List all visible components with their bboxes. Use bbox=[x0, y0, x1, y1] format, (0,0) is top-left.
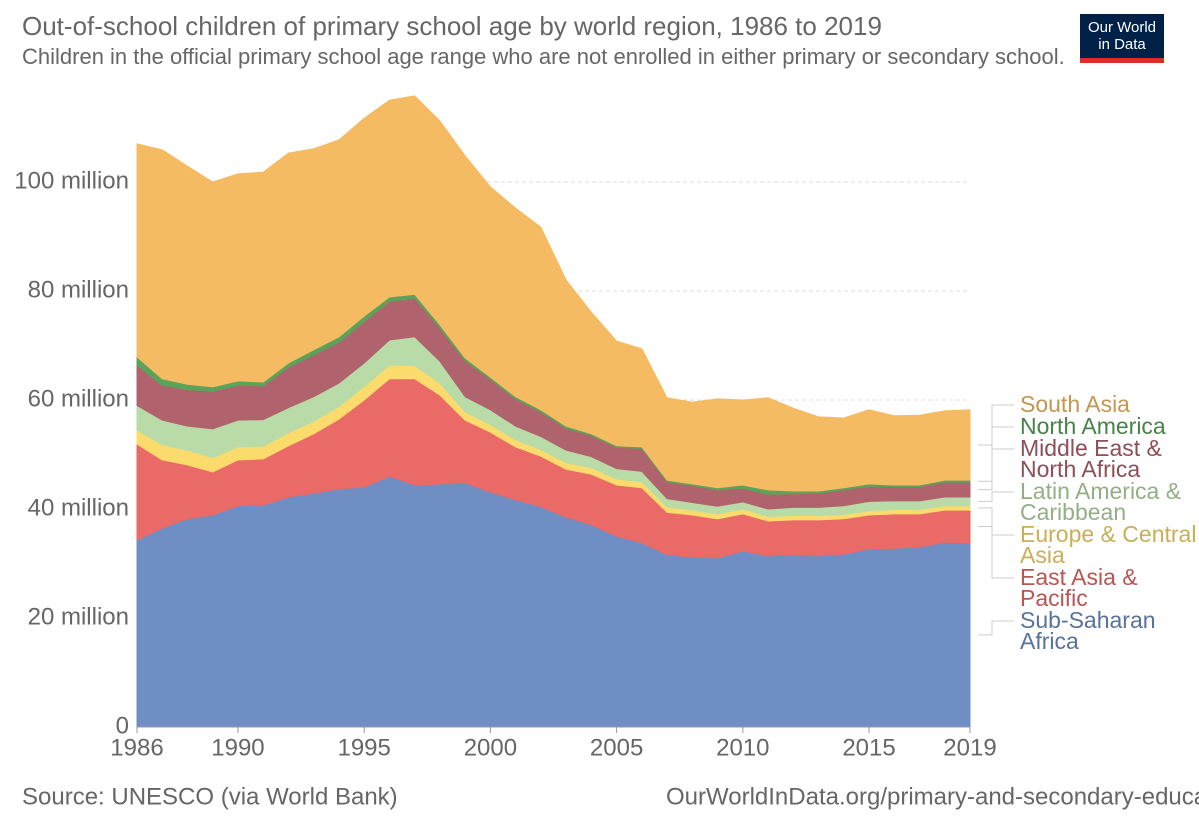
legend-label: South Asia bbox=[1020, 394, 1130, 417]
legend-connector bbox=[978, 491, 1014, 502]
chart-subtitle: Children in the official primary school … bbox=[22, 44, 1065, 69]
legend-item: East Asia & Pacific bbox=[1020, 567, 1138, 611]
legend-label: Sub-Saharan Africa bbox=[1020, 610, 1156, 654]
logo-bar bbox=[1080, 58, 1164, 63]
chart-title: Out-of-school children of primary school… bbox=[22, 11, 882, 41]
legend-label: East Asia & Pacific bbox=[1020, 567, 1138, 611]
logo-text: Our World bbox=[1088, 19, 1156, 36]
y-tick-label: 80 million bbox=[28, 276, 129, 303]
area bbox=[136, 95, 971, 492]
x-tick-label: 2010 bbox=[716, 734, 769, 761]
legend-label: Latin America & Caribbean bbox=[1020, 481, 1182, 525]
x-tick-label: 2015 bbox=[842, 734, 895, 761]
legend-item: North America bbox=[1020, 416, 1166, 439]
legend-item: Middle East & North Africa bbox=[1020, 438, 1162, 482]
y-tick-label: 100 million bbox=[14, 167, 129, 194]
legend-item: Europe & Central Asia bbox=[1020, 524, 1197, 568]
x-tick-label: 1995 bbox=[337, 734, 390, 761]
legend-connector bbox=[978, 404, 1014, 446]
legend-item: Sub-Saharan Africa bbox=[1020, 610, 1156, 654]
url: OurWorldInData.org/primary-and-secondary… bbox=[666, 783, 1199, 810]
logo-text: in Data bbox=[1098, 36, 1146, 53]
legend-label: Europe & Central Asia bbox=[1020, 524, 1197, 568]
y-tick-label: 60 million bbox=[28, 385, 129, 412]
logo bbox=[1080, 14, 1164, 62]
x-tick-label: 2005 bbox=[590, 734, 643, 761]
legend-item: South Asia bbox=[1020, 394, 1130, 417]
legend-connector bbox=[978, 507, 1014, 536]
x-tick-label: 2000 bbox=[464, 734, 517, 761]
legend-connector bbox=[978, 426, 1014, 482]
y-tick-label: 0 bbox=[116, 712, 129, 739]
x-tick-label: 2019 bbox=[943, 734, 996, 761]
source: Source: UNESCO (via World Bank) bbox=[22, 783, 398, 810]
y-tick-label: 40 million bbox=[28, 494, 129, 521]
x-tick-label: 1986 bbox=[110, 734, 163, 761]
legend-label: Middle East & North Africa bbox=[1020, 438, 1162, 482]
x-tick-label: 1990 bbox=[211, 734, 264, 761]
legend-connector bbox=[978, 620, 1014, 636]
legend-item: Latin America & Caribbean bbox=[1020, 481, 1182, 525]
legend-label: North America bbox=[1020, 416, 1166, 439]
legend-connector bbox=[978, 448, 1014, 491]
legend-connector bbox=[978, 525, 1014, 579]
y-tick-label: 20 million bbox=[28, 603, 129, 630]
